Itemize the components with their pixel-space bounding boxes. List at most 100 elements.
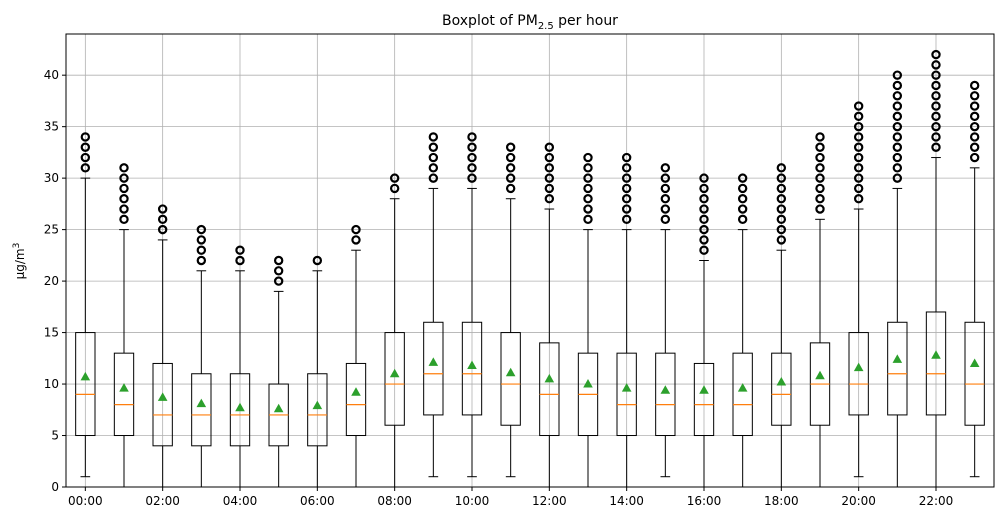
x-tick-label: 12:00	[532, 494, 567, 508]
outlier-point	[969, 152, 980, 163]
mean-marker	[544, 373, 555, 383]
outlier-point	[621, 194, 632, 204]
outlier-point	[969, 111, 980, 122]
box-group	[693, 173, 715, 488]
mean-marker	[505, 367, 516, 377]
y-axis-label-superscript: 3	[12, 243, 22, 249]
box-group	[848, 101, 869, 478]
outlier-point	[119, 214, 129, 225]
outlier-point	[931, 111, 941, 122]
outlier-point	[428, 163, 439, 173]
box-group	[771, 163, 792, 488]
outlier-point	[544, 183, 555, 194]
outlier-point	[892, 132, 903, 142]
outlier-point	[312, 255, 323, 266]
outlier-point	[699, 194, 709, 204]
box	[191, 373, 212, 447]
mean-marker	[235, 402, 245, 412]
outlier-point	[931, 91, 941, 101]
box	[152, 362, 173, 447]
box	[887, 321, 908, 416]
y-axis-ticks: 0 5 10 15 20 25 30 35 40	[44, 68, 66, 494]
chart-title-text: Boxplot of PM	[442, 13, 538, 29]
outlier-point	[351, 224, 361, 235]
boxes	[75, 49, 985, 488]
y-tick-label: 10	[44, 377, 59, 391]
outlier-point	[467, 152, 477, 163]
x-tick-label: 06:00	[300, 494, 335, 508]
outlier-point	[969, 132, 980, 142]
outlier-point	[815, 194, 825, 204]
outlier-point	[892, 70, 903, 80]
outlier-point	[699, 183, 709, 194]
outlier-point	[621, 204, 632, 214]
x-tick-label: 10:00	[455, 494, 490, 508]
outlier-point	[660, 163, 671, 173]
box	[771, 352, 792, 426]
box-group	[461, 132, 483, 478]
outlier-point	[892, 111, 903, 122]
outlier-point	[853, 194, 864, 204]
y-tick-label: 20	[44, 274, 59, 288]
outlier-point	[583, 214, 593, 225]
outlier-point	[853, 173, 864, 183]
outlier-point	[699, 235, 709, 245]
y-tick-label: 30	[44, 171, 59, 185]
outlier-point	[931, 49, 941, 60]
x-tick-label: 04:00	[223, 494, 258, 508]
outlier-point	[737, 194, 748, 204]
outlier-point	[776, 235, 787, 245]
outlier-point	[699, 173, 709, 183]
outlier-point	[119, 183, 129, 194]
outlier-point	[428, 152, 439, 163]
outlier-point	[660, 173, 671, 183]
outlier-point	[931, 70, 941, 80]
outlier-point	[157, 224, 168, 235]
mean-marker	[428, 357, 439, 366]
outlier-point	[544, 152, 555, 163]
outlier-point	[544, 194, 555, 204]
outlier-point	[157, 204, 168, 214]
outlier-point	[853, 152, 864, 163]
mean-marker	[892, 354, 903, 363]
box-group	[500, 142, 521, 478]
outlier-point	[931, 142, 941, 152]
outlier-point	[969, 101, 980, 111]
outlier-point	[699, 245, 709, 255]
outlier-point	[892, 142, 903, 152]
y-axis-label: μg/m3	[12, 243, 27, 280]
box	[925, 311, 947, 416]
mean-marker	[467, 360, 477, 370]
outlier-point	[621, 152, 632, 163]
outlier-point	[119, 173, 129, 183]
outlier-point	[505, 173, 516, 183]
mean-marker	[621, 383, 632, 392]
box	[539, 342, 560, 437]
outlier-point	[80, 132, 91, 142]
y-tick-label: 5	[51, 429, 59, 443]
outlier-point	[892, 121, 903, 132]
box	[461, 321, 483, 416]
box	[113, 352, 135, 437]
mean-marker	[699, 385, 709, 394]
outlier-point	[505, 163, 516, 173]
y-tick-label: 0	[51, 480, 59, 494]
outlier-point	[505, 142, 516, 152]
outlier-point	[273, 255, 284, 266]
outlier-point	[737, 214, 748, 225]
outlier-point	[737, 183, 748, 194]
outlier-point	[583, 204, 593, 214]
x-tick-label: 08:00	[377, 494, 412, 508]
outlier-point	[892, 101, 903, 111]
box	[616, 352, 637, 437]
outlier-point	[660, 194, 671, 204]
mean-marker	[776, 376, 787, 386]
outlier-point	[815, 183, 825, 194]
box	[500, 332, 521, 426]
y-tick-label: 15	[44, 326, 59, 340]
outlier-point	[931, 101, 941, 111]
outlier-point	[196, 245, 207, 255]
outlier-point	[505, 152, 516, 163]
chart-title: Boxplot of PM2.5 per hour	[442, 13, 618, 32]
outlier-point	[544, 142, 555, 152]
